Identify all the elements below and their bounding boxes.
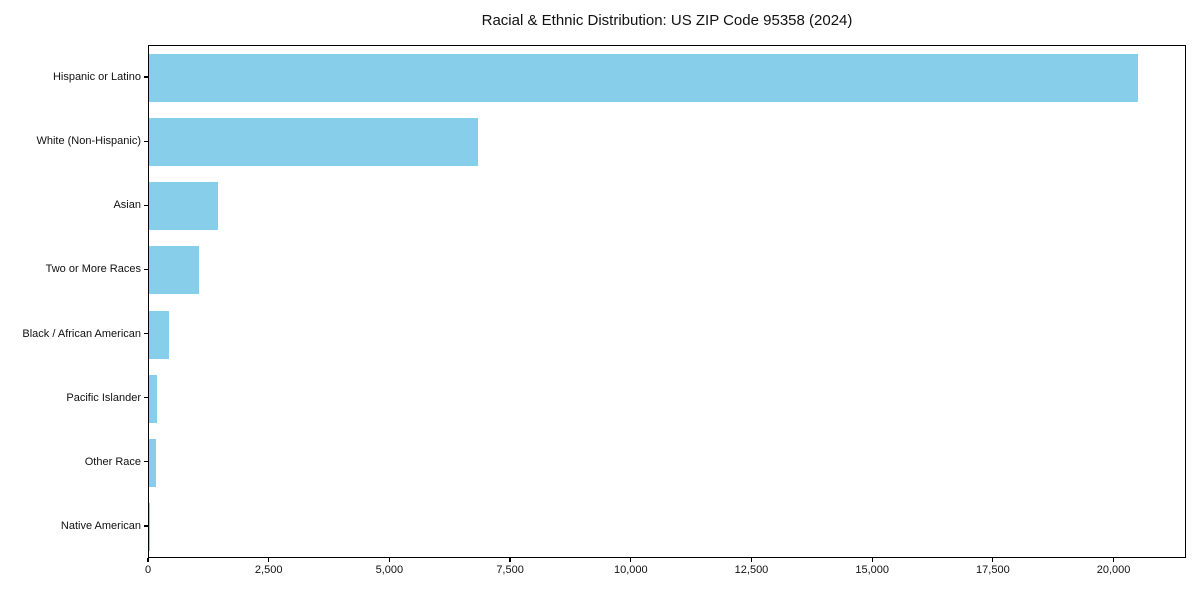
x-tick-mark bbox=[268, 558, 270, 562]
bar-white-non-hispanic bbox=[149, 118, 479, 167]
bar-hispanic-or-latino bbox=[149, 54, 1138, 103]
x-tick-mark bbox=[388, 558, 390, 562]
x-tick-mark bbox=[509, 558, 511, 562]
chart-title: Racial & Ethnic Distribution: US ZIP Cod… bbox=[481, 12, 853, 29]
y-tick-label-black-african-american: Black / African American bbox=[22, 327, 141, 340]
x-tick-mark bbox=[750, 558, 753, 562]
y-tick-mark bbox=[144, 76, 148, 78]
y-tick-label-other-race: Other Race bbox=[84, 455, 141, 468]
x-tick-mark bbox=[630, 558, 632, 562]
x-tick-label-5000: 5,000 bbox=[375, 564, 404, 576]
x-tick-label-15000: 15,000 bbox=[855, 564, 889, 576]
x-tick-mark bbox=[871, 558, 873, 562]
bar-native-american bbox=[149, 502, 151, 551]
y-tick-label-white-non-hispanic: White (Non-Hispanic) bbox=[36, 135, 141, 148]
y-tick-label-asian: Asian bbox=[113, 199, 141, 212]
x-tick-label-7500: 7,500 bbox=[496, 564, 524, 576]
y-tick-mark bbox=[144, 268, 148, 271]
y-tick-mark bbox=[144, 397, 148, 399]
y-tick-label-pacific-islander: Pacific Islander bbox=[66, 391, 141, 404]
x-tick-mark bbox=[147, 558, 149, 562]
y-tick-label-two-or-more-races: Two or More Races bbox=[45, 263, 141, 276]
bar-asian bbox=[149, 182, 219, 231]
x-tick-label-20000: 20,000 bbox=[1096, 564, 1131, 576]
x-tick-mark bbox=[1112, 558, 1115, 562]
y-tick-mark bbox=[144, 332, 148, 335]
bar-pacific-islander bbox=[149, 374, 157, 423]
bar-two-or-more-races bbox=[149, 246, 199, 295]
x-tick-label-12500: 12,500 bbox=[734, 564, 769, 576]
x-tick-label-17500: 17,500 bbox=[976, 564, 1010, 576]
bar-black-african-american bbox=[149, 310, 170, 359]
x-tick-label-2500: 2,500 bbox=[254, 564, 283, 576]
x-tick-mark bbox=[992, 558, 994, 562]
y-tick-label-native-american: Native American bbox=[60, 519, 141, 532]
bar-other-race bbox=[149, 438, 156, 487]
y-tick-mark bbox=[144, 525, 148, 527]
x-tick-label-0: 0 bbox=[144, 564, 152, 576]
y-tick-label-hispanic-or-latino: Hispanic or Latino bbox=[52, 71, 141, 84]
plot-area bbox=[148, 45, 1186, 558]
y-tick-mark bbox=[144, 204, 148, 206]
x-tick-label-10000: 10,000 bbox=[613, 564, 648, 576]
y-tick-mark bbox=[144, 461, 148, 463]
y-tick-mark bbox=[144, 140, 148, 142]
